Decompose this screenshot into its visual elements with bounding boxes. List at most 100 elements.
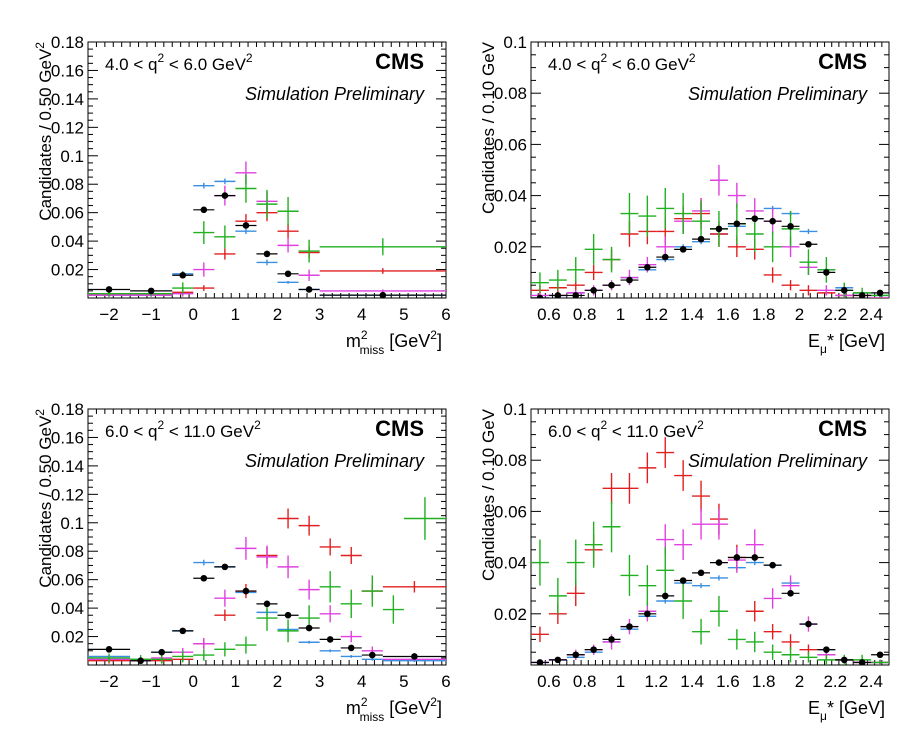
data-point-marker (411, 653, 418, 660)
series-4 (88, 563, 446, 665)
data-point-marker (221, 192, 229, 199)
series-0 (531, 205, 889, 298)
x-tick-label: 1.2 (644, 305, 668, 324)
q2-bin-label: 6.0 < q2 < 11.0 GeV2 (548, 418, 704, 441)
y-tick-label: 0.1 (60, 147, 84, 166)
data-point-marker (158, 648, 166, 656)
y-tick-label: 0.04 (51, 599, 84, 618)
data-point-marker (661, 253, 669, 261)
y-tick-label: 0.14 (51, 90, 84, 109)
x-axis-title: Eμ* [GeV] (808, 331, 885, 356)
data-point-marker (769, 561, 776, 569)
y-tick-label: 0.06 (494, 135, 527, 154)
x-tick-label: 6 (441, 672, 450, 691)
x-tick-label: 4 (357, 305, 366, 324)
x-tick-label: 1.4 (680, 672, 704, 691)
series-3 (88, 497, 446, 664)
x-tick-label: 2 (273, 305, 282, 324)
x-tick-label: 3 (315, 672, 324, 691)
y-tick-label: 0.06 (494, 502, 527, 521)
data-area (88, 161, 446, 298)
series-1 (531, 437, 889, 665)
data-point-marker (263, 600, 271, 608)
data-point-marker (805, 620, 812, 628)
data-point-marker (823, 646, 830, 653)
data-point-marker (572, 651, 580, 659)
series-2 (88, 161, 446, 297)
data-point-marker (572, 292, 580, 298)
x-tick-label: 2 (795, 305, 804, 324)
series-2 (531, 508, 889, 665)
data-point-marker (876, 289, 884, 297)
y-tick-label: 0.08 (494, 84, 527, 103)
data-point-marker (137, 657, 144, 665)
data-point-marker (697, 569, 705, 577)
cms-label: CMS (818, 49, 867, 74)
y-tick-label: 0.08 (51, 175, 84, 194)
data-point-marker (751, 215, 759, 222)
data-point-marker (179, 627, 187, 635)
x-axis-title: m2 miss [GeV2] (346, 328, 442, 357)
y-tick-label: 0.06 (51, 571, 84, 590)
panel-top-right: 0.6 0.8 1 1.2 1.4 1.6 1.8 2 2.2 2.4 0.02 0.04 0.06 0.… (479, 33, 890, 356)
series-4 (531, 215, 889, 298)
y-tick-label: 0.06 (51, 204, 84, 223)
data-point-marker (554, 292, 562, 298)
y-tick-label: 0.12 (51, 118, 84, 137)
x-tick-label: 2.2 (823, 672, 847, 691)
data-point-marker (787, 223, 794, 230)
data-point-marker (284, 270, 292, 278)
y-tick-label: 0.18 (51, 400, 84, 419)
x-tick-label: 1.8 (752, 672, 776, 691)
plot-frame (530, 408, 890, 666)
series-3 (531, 501, 889, 665)
data-point-marker (263, 250, 271, 258)
data-point-marker (751, 554, 759, 561)
data-point-marker (179, 271, 187, 279)
panel-bottom-left: −2 −1 0 1 2 3 4 5 6 0.02 0.04 0.06 0.08 0.1 0.12 0.14 0.… (33, 400, 451, 724)
data-point-marker (284, 611, 292, 619)
y-tick-label: 0.04 (494, 187, 527, 206)
y-tick-label: 0.16 (51, 61, 84, 80)
data-point-marker (805, 240, 812, 248)
q2-bin-label: 4.0 < q2 < 6.0 GeV2 (105, 51, 253, 74)
y-tick-label: 0.04 (494, 554, 527, 573)
data-point-marker (661, 592, 669, 600)
y-tick-label: 0.02 (494, 605, 527, 624)
x-tick-label: −1 (141, 672, 160, 691)
x-tick-label: 1.4 (680, 305, 704, 324)
x-tick-label: 2.4 (859, 672, 883, 691)
data-point-marker (536, 294, 544, 298)
x-tick-label: 1.6 (716, 305, 740, 324)
series-4 (88, 192, 446, 298)
data-point-marker (326, 636, 334, 643)
data-point-marker (147, 287, 155, 295)
data-point-marker (769, 217, 776, 225)
q2-bin-label: 6.0 < q2 < 11.0 GeV2 (105, 418, 261, 441)
series-3 (88, 174, 446, 297)
x-axis-title: m2 miss [GeV2] (346, 695, 442, 724)
data-point-marker (554, 656, 562, 664)
x-tick-label: 1 (616, 305, 625, 324)
y-tick-label: 0.14 (51, 457, 84, 476)
data-point-marker (368, 651, 376, 659)
cms-label: CMS (375, 49, 424, 74)
x-tick-label: 1 (231, 305, 240, 324)
panel-top-left: −2 −1 0 1 2 3 4 5 6 0.02 0.04 0.06 0.08 0.1 0.12 0.14 0.… (33, 33, 451, 357)
y-tick-label: 0.08 (51, 542, 84, 561)
data-point-marker (823, 269, 830, 276)
data-point-marker (644, 263, 651, 271)
data-point-marker (626, 623, 633, 630)
data-point-marker (608, 636, 615, 643)
x-tick-label: 2.4 (859, 305, 883, 324)
x-tick-label: 0.6 (537, 305, 561, 324)
x-tick-label: 1.8 (752, 305, 776, 324)
y-axis-title: Candidates / 0.10 GeV (479, 41, 498, 214)
data-point-marker (679, 577, 687, 584)
data-point-marker (242, 587, 250, 595)
x-tick-label: −1 (141, 305, 160, 324)
data-point-marker (608, 281, 615, 289)
x-tick-label: 3 (315, 305, 324, 324)
q2-bin-label: 4.0 < q2 < 6.0 GeV2 (548, 51, 696, 74)
data-point-marker (858, 659, 866, 665)
